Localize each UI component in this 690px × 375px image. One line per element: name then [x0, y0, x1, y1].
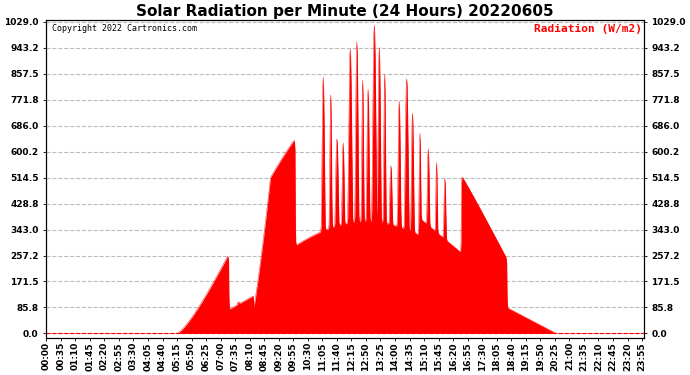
Text: Copyright 2022 Cartronics.com: Copyright 2022 Cartronics.com: [52, 24, 197, 33]
Title: Solar Radiation per Minute (24 Hours) 20220605: Solar Radiation per Minute (24 Hours) 20…: [136, 4, 554, 19]
Text: Radiation (W/m2): Radiation (W/m2): [535, 24, 642, 33]
